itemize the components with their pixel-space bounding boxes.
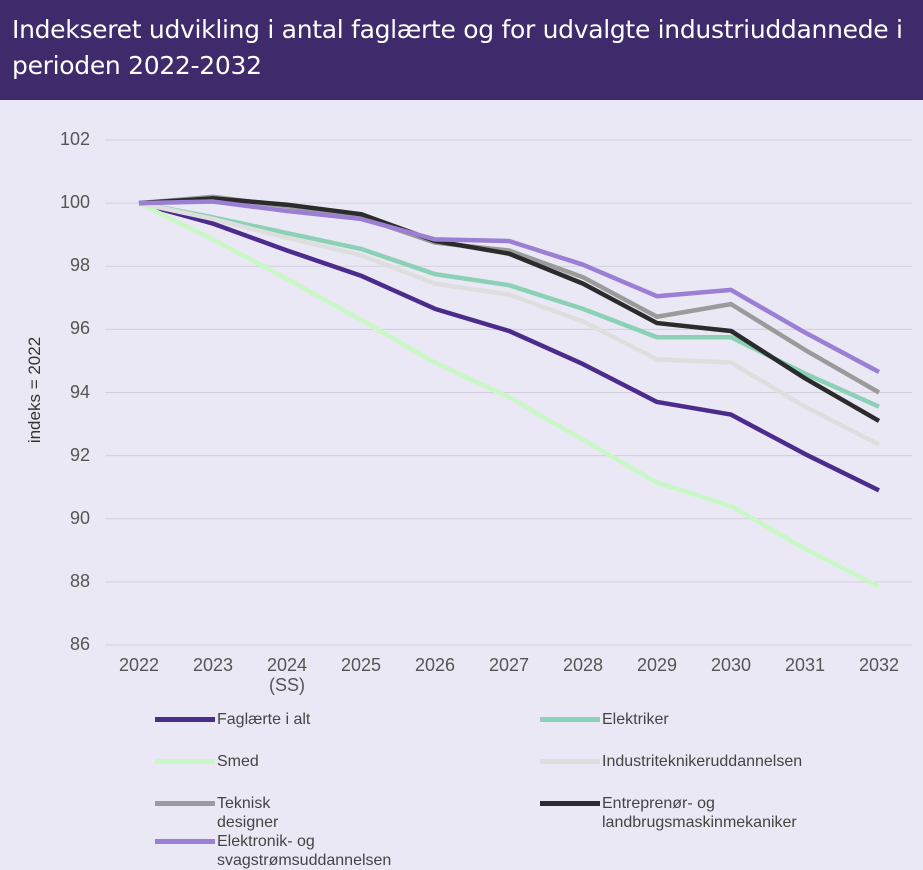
- y-tick-label: 92: [69, 444, 90, 465]
- legend-swatch: [540, 759, 600, 764]
- legend-label: Entreprenør- og landbrugsmaskinmekaniker: [602, 795, 797, 831]
- y-tick-label: 98: [69, 255, 90, 276]
- y-tick-label: 102: [59, 129, 90, 149]
- x-tick-label: 2023: [192, 655, 234, 675]
- legend-swatch: [155, 801, 215, 806]
- legend-label: Industriteknikeruddannelsen: [602, 753, 803, 770]
- header: Indekseret udvikling i antal faglærte og…: [0, 0, 923, 100]
- x-tick-label: 2031: [784, 655, 826, 675]
- legend-swatch: [155, 839, 215, 844]
- series-line: [138, 200, 881, 447]
- chart-title: Indekseret udvikling i antal faglærte og…: [12, 15, 903, 80]
- x-tick-label: 2025: [340, 655, 382, 675]
- legend-swatch: [540, 717, 600, 722]
- series-line: [138, 200, 880, 493]
- legend-label: Faglærte i alt: [217, 711, 311, 728]
- series-line: [138, 199, 881, 374]
- legend-item: Faglærte i alt: [155, 710, 332, 729]
- x-tick-label: 2030: [710, 655, 752, 675]
- y-tick-label: 88: [69, 570, 90, 591]
- x-tick-label: 2026: [414, 655, 456, 675]
- legend-item: Teknisk designer: [155, 794, 332, 832]
- legend-item: Elektriker: [540, 710, 847, 729]
- y-tick-label: 96: [69, 318, 90, 339]
- x-tick-label: 2022: [118, 655, 160, 675]
- legend-swatch: [155, 717, 215, 722]
- x-tick-label: 2029: [636, 655, 678, 675]
- legend-swatch: [540, 801, 600, 806]
- legend-swatch: [155, 759, 215, 764]
- legend-label: Elektronik- og svagstrømsuddannelsen: [217, 833, 392, 869]
- legend-item: Elektronik- og svagstrømsuddannelsen: [155, 832, 392, 870]
- legend-item: Smed: [155, 752, 332, 771]
- y-tick-label: 100: [59, 192, 90, 213]
- x-tick-label: 2032: [858, 655, 900, 675]
- series-line: [138, 201, 881, 589]
- y-tick-label: 86: [69, 634, 90, 654]
- legend-label: Teknisk designer: [217, 795, 279, 831]
- x-tick-label: 2024 (SS): [266, 655, 308, 695]
- legend-label: Smed: [217, 753, 259, 770]
- y-tick-label: 94: [69, 381, 90, 402]
- x-tick-label: 2027: [488, 655, 530, 675]
- legend-item: Industriteknikeruddannelsen: [540, 752, 847, 771]
- series-line: [138, 200, 880, 409]
- x-tick-label: 2028: [562, 655, 604, 675]
- y-tick-label: 90: [69, 507, 90, 528]
- series-line: [138, 196, 881, 423]
- legend-item: Entreprenør- og landbrugsmaskinmekaniker: [540, 794, 847, 832]
- legend-label: Elektriker: [602, 711, 669, 728]
